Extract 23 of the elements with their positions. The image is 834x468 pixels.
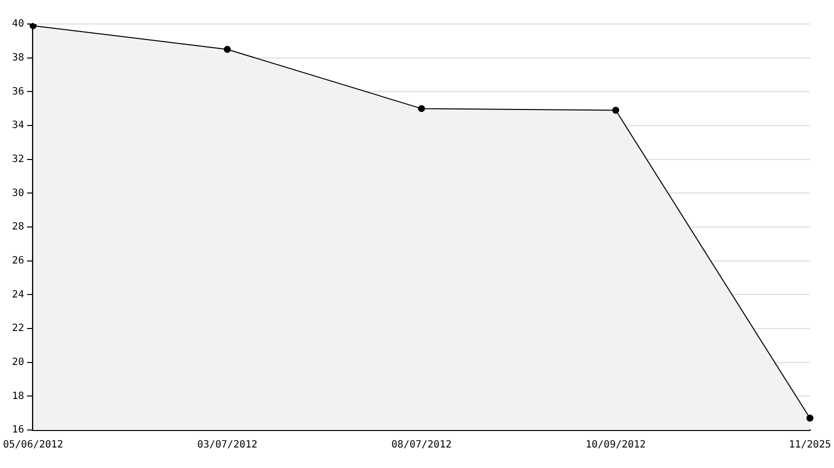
point (224, 46, 231, 53)
x-tick-label: 11/2025 (788, 440, 832, 451)
x-tick-label: 08/07/2012 (391, 440, 452, 451)
x-tick-label: 05/06/2012 (2, 440, 64, 451)
y-tick-label: 26 (12, 255, 24, 266)
point (30, 24, 37, 30)
y-tick-label: 28 (12, 222, 24, 233)
y-tick-label: 34 (12, 120, 24, 132)
point (612, 106, 620, 114)
y-tick-label: 20 (12, 356, 24, 368)
x-tick-label: 03/07/2012 (197, 440, 258, 451)
y-tick-label: 30 (12, 188, 24, 199)
y-tick-label: 16 (12, 424, 24, 436)
y-tick-label: 24 (12, 289, 24, 300)
y-tick-label: 38 (12, 52, 24, 64)
y-tick-label: 40 (12, 18, 24, 30)
y-tick-label: 32 (12, 154, 24, 165)
y-tick-label: 22 (12, 323, 24, 334)
y-tick-label: 18 (12, 390, 24, 402)
point (418, 105, 426, 112)
x-tick-label: 10/09/2012 (586, 440, 646, 451)
point (806, 414, 814, 422)
y-tick-label: 36 (12, 86, 24, 98)
